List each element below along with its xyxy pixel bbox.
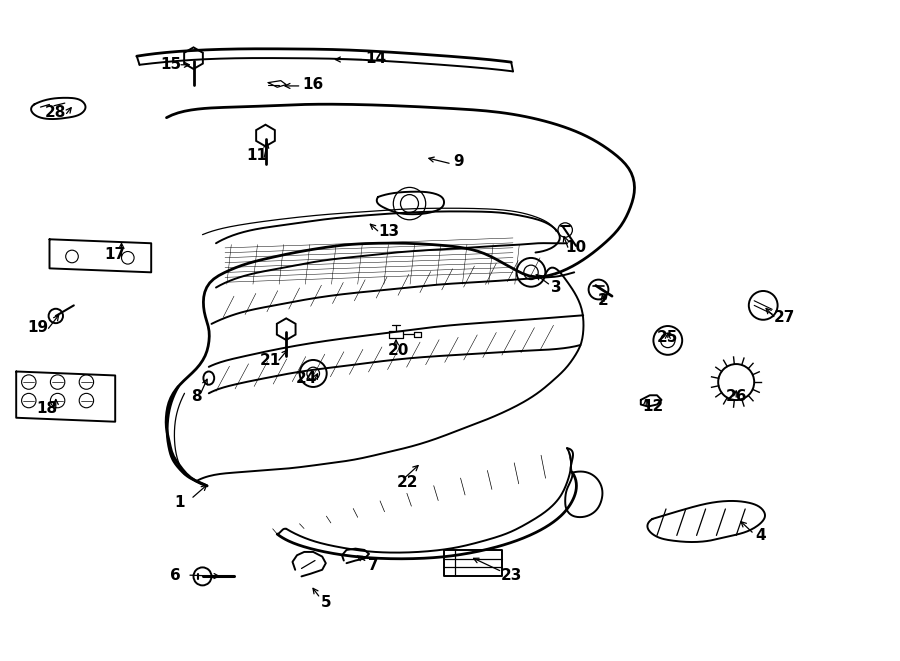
Text: 2: 2: [598, 293, 608, 308]
Text: 21: 21: [259, 353, 281, 368]
Text: 3: 3: [551, 280, 562, 295]
Text: 18: 18: [36, 401, 58, 416]
Text: 27: 27: [774, 310, 796, 325]
Text: 13: 13: [378, 224, 400, 239]
Text: 5: 5: [320, 596, 331, 610]
Text: 19: 19: [27, 320, 49, 334]
Text: 6: 6: [170, 568, 181, 582]
Text: 28: 28: [45, 105, 67, 120]
Text: 16: 16: [302, 77, 324, 92]
Text: 12: 12: [642, 399, 663, 414]
Text: 15: 15: [160, 58, 182, 72]
Text: 4: 4: [755, 528, 766, 543]
Text: 11: 11: [246, 148, 267, 163]
Text: 20: 20: [388, 343, 410, 358]
Text: 26: 26: [725, 389, 747, 404]
Text: 1: 1: [175, 495, 185, 510]
Text: 8: 8: [191, 389, 202, 404]
Text: 14: 14: [365, 51, 387, 65]
Text: 17: 17: [104, 247, 126, 262]
Text: 23: 23: [500, 568, 522, 582]
Text: 22: 22: [397, 475, 418, 490]
Text: 9: 9: [454, 155, 464, 169]
Text: 25: 25: [657, 330, 679, 344]
Text: 24: 24: [295, 371, 317, 385]
Text: 7: 7: [368, 558, 379, 572]
Text: 10: 10: [565, 241, 587, 255]
